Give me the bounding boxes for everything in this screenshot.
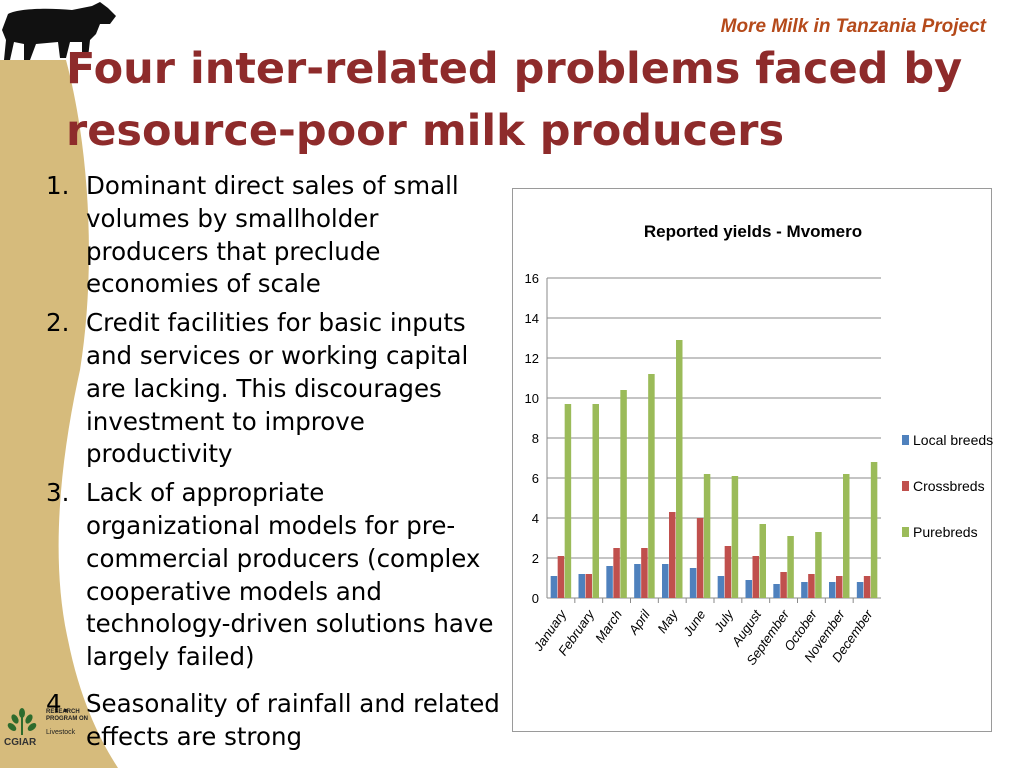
bar-purebreds [564,404,572,598]
bar-purebreds [676,340,683,598]
problem-number: 1. [46,171,70,200]
bar-crossbreds [557,556,565,598]
problem-item-2: 2. Credit facilities for basic inputs an… [46,307,506,471]
problem-item-1: 1. Dominant direct sales of small volume… [46,170,506,301]
problem-number: 3. [46,478,70,508]
bar-local-breeds [829,582,836,598]
livestock-label: Livestock [46,729,76,736]
bar-purebreds [648,374,655,598]
problem-text: Seasonality of rainfall and related effe… [86,688,500,751]
bar-local-breeds [634,564,641,598]
cgiar-label: CGIAR [4,737,37,748]
bar-crossbreds [669,512,676,598]
yield-chart: Reported yields - Mvomero 0 2 4 6 8 10 12 14 16 Ja… [512,188,993,732]
bar-purebreds [843,474,850,598]
bar-local-breeds [550,576,558,598]
bar-purebreds [759,524,766,598]
yield-chart-svg: Reported yields - Mvomero0246810121416Ja… [525,222,993,668]
problem-list: 1. Dominant direct sales of small volume… [46,170,506,760]
x-tick-label: April [625,606,653,638]
legend-label: Crossbreds [913,478,985,494]
bar-local-breeds [717,576,725,598]
bar-local-breeds [606,566,613,598]
cow-icon [2,2,116,60]
y-tick-label: 0 [532,591,539,606]
x-tick-label: March [592,607,625,645]
bar-local-breeds [578,574,585,598]
legend-swatch [902,527,909,537]
bar-crossbreds [585,574,592,598]
bar-crossbreds [780,572,787,598]
legend-label: Local breeds [913,432,993,448]
y-tick-label: 8 [532,431,539,446]
problem-text: Credit facilities for basic inputs and s… [86,308,469,469]
bar-crossbreds [696,518,704,598]
y-tick-label: 2 [532,551,539,566]
bar-purebreds [787,536,794,598]
bar-local-breeds [745,580,752,598]
bar-local-breeds [801,582,808,598]
bar-crossbreds [808,574,815,598]
bar-local-breeds [773,584,780,598]
bar-local-breeds [689,568,697,598]
legend-label: Purebreds [913,524,978,540]
bar-local-breeds [662,564,669,598]
problem-text: Dominant direct sales of small volumes b… [86,171,459,299]
bar-purebreds [870,462,878,598]
bar-crossbreds [724,546,732,598]
legend-swatch [902,481,909,491]
slide-title: Four inter-related problems faced by res… [66,38,1006,162]
bar-crossbreds [836,576,843,598]
y-tick-label: 6 [532,471,539,486]
program-label: RESEARCH PROGRAM ON [46,709,88,722]
chart-title: Reported yields - Mvomero [644,222,862,241]
cgiar-logo: CGIAR RESEARCH PROGRAM ON Livestock [2,707,120,751]
bar-purebreds [703,474,711,598]
y-tick-label: 14 [525,311,539,326]
bar-purebreds [592,404,599,598]
sidebar-band [0,60,118,768]
bar-crossbreds [613,548,620,598]
problem-item-3: 3. Lack of appropriate organizational mo… [46,477,506,674]
bar-crossbreds [752,556,759,598]
slide-decoration [0,2,118,768]
problem-number: 4. [46,688,70,718]
wheat-logo-icon [7,708,37,735]
y-tick-label: 10 [525,391,539,406]
x-tick-label: June [680,607,709,640]
x-tick-label: May [654,606,681,636]
bar-purebreds [620,390,627,598]
x-tick-label: July [710,606,737,636]
y-tick-label: 4 [532,511,539,526]
project-name: More Milk in Tanzania Project [720,16,986,37]
title-line-1: Four inter-related problems faced by [66,44,963,94]
problem-number: 2. [46,308,70,338]
title-line-2: resource-poor milk producers [66,106,785,156]
bar-crossbreds [863,576,871,598]
bar-crossbreds [641,548,648,598]
problem-text: Lack of appropriate organizational model… [86,478,494,672]
bar-local-breeds [856,582,864,598]
y-tick-label: 12 [525,351,539,366]
bar-purebreds [815,532,822,598]
y-tick-label: 16 [525,271,539,286]
problem-item-4: 4. Seasonality of rainfall and related e… [46,688,506,754]
legend-swatch [902,435,909,445]
bar-purebreds [731,476,739,598]
